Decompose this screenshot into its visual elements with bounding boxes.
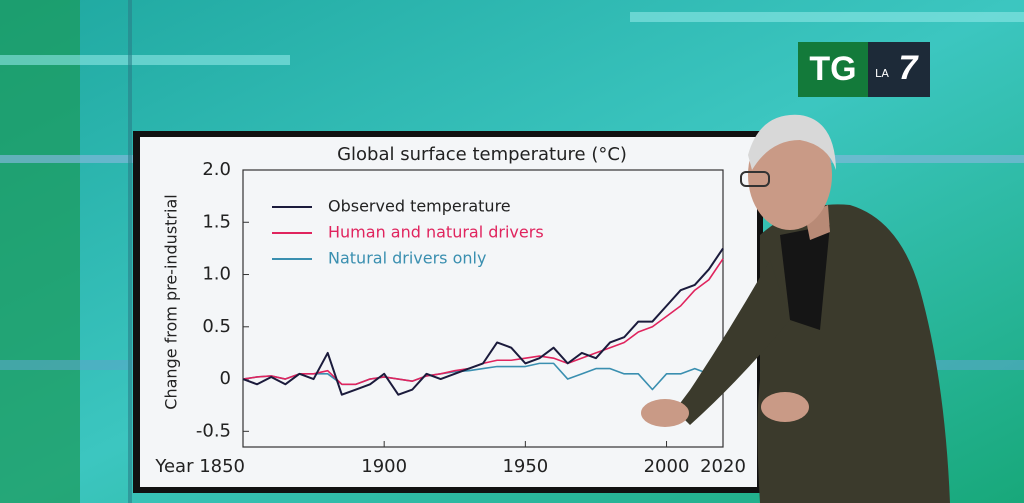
studio-panel — [0, 0, 80, 503]
logo-text: TG — [809, 50, 856, 88]
presenter-hand — [641, 399, 689, 427]
light-strip — [0, 55, 290, 65]
chart-title: Global surface temperature (°C) — [337, 144, 627, 165]
x-tick-label: 1900 — [361, 456, 407, 477]
series-line — [242, 362, 724, 391]
x-tick-label: 2000 — [644, 456, 690, 477]
logo-box — [868, 42, 930, 97]
y-tick-label: 2.0 — [202, 159, 231, 180]
y-tick-label: 1.0 — [202, 264, 231, 285]
logo: TG LA 7 — [798, 42, 930, 97]
y-tick-label: 0.5 — [202, 316, 231, 337]
logo-text: 7 — [899, 49, 920, 87]
presenter-hair — [748, 114, 836, 170]
presenter-hand — [761, 392, 809, 422]
x-tick-label: Year 1850 — [154, 456, 245, 477]
series-line — [242, 247, 724, 396]
x-tick-label: 2020 — [700, 456, 746, 477]
light-strip — [630, 12, 1024, 22]
chart: Global surface temperature (°C) Change f… — [154, 144, 746, 477]
y-axis-label: Change from pre-industrial — [162, 194, 181, 409]
logo-text: LA — [875, 67, 889, 80]
y-tick-label: -0.5 — [196, 420, 231, 441]
y-tick-label: 0 — [220, 368, 231, 389]
presenter-glasses — [740, 171, 770, 187]
legend-label: Human and natural drivers — [328, 223, 544, 242]
presenter — [641, 114, 950, 503]
logo-box — [798, 42, 868, 97]
monitor-screen — [140, 137, 757, 487]
x-tick-label: 1950 — [502, 456, 548, 477]
legend-label: Observed temperature — [328, 197, 511, 216]
studio-pillar — [128, 0, 132, 503]
legend-label: Natural drivers only — [328, 249, 486, 268]
presenter-shirt — [780, 225, 830, 330]
y-tick-label: 1.5 — [202, 211, 231, 232]
presenter-arm — [675, 260, 790, 425]
plot-frame — [242, 169, 724, 448]
